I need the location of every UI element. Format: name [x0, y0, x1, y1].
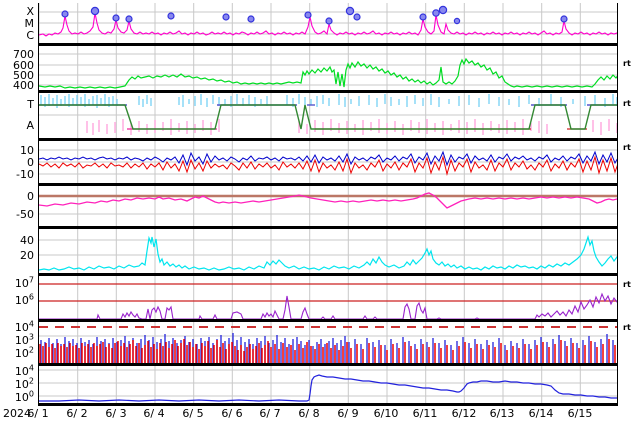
rt-mark-1: rt	[623, 59, 631, 68]
rt-mark-3: rt	[623, 143, 631, 152]
panel-electron-flux	[38, 276, 618, 319]
xlab-0601: 6/ 1	[27, 407, 49, 420]
panel-electron-plot	[39, 276, 617, 319]
xlab-0609: 6/ 9	[337, 407, 359, 420]
panel-flare-plot	[39, 3, 617, 43]
panel-particle-flux	[38, 322, 618, 363]
xlab-0607: 6/ 7	[259, 407, 281, 420]
separator-8	[38, 363, 618, 366]
xlab-0604: 6/ 4	[143, 407, 165, 420]
ytick-flare-X: X	[26, 5, 34, 18]
ytick-flare-M: M	[24, 17, 35, 30]
ytick-flare-C: C	[26, 29, 34, 42]
panel-proton-plot	[39, 366, 617, 403]
panel-flare-xray-class	[38, 3, 618, 43]
ytick-imf-0: 0	[27, 156, 34, 169]
ytick-flag-T: T	[27, 98, 34, 111]
ytick-proton-1e4: 104	[14, 363, 34, 378]
xlab-0603: 6/ 3	[105, 407, 127, 420]
ytick-proton-1e2: 102	[14, 376, 34, 391]
ytick-flag-A: A	[26, 119, 34, 132]
separator-7	[38, 319, 618, 322]
ytick-speed-500: 500	[13, 69, 34, 82]
panel-speed-plot	[39, 46, 617, 90]
separator-3	[38, 138, 618, 141]
separator-4	[38, 183, 618, 186]
panel-proton-flux	[38, 366, 618, 406]
panel-ae-plot	[39, 229, 617, 273]
xlab-0615: 6/15	[567, 407, 593, 420]
panel-flags-plot	[39, 93, 617, 138]
ytick-speed-600: 600	[13, 59, 34, 72]
x-axis-labels: 2024 6/ 1 6/ 2 6/ 3 6/ 4 6/ 5 6/ 6 6/ 7 …	[0, 408, 634, 424]
ytick-pflux-1e3: 103	[14, 332, 34, 347]
xlab-0611: 6/11	[412, 407, 438, 420]
panel-particle-plot	[39, 322, 617, 363]
xlab-0605: 6/ 5	[182, 407, 204, 420]
ytick-eflux-1e7: 107	[14, 275, 34, 290]
separator-2	[38, 90, 618, 93]
panel-dst-plot	[39, 186, 617, 226]
panel-ae-index	[38, 229, 618, 273]
xlab-year: 2024	[3, 407, 31, 420]
panel-data-quality-flags	[38, 93, 618, 138]
ytick-dst-neg50: -50	[16, 208, 34, 221]
ytick-pflux-1e4: 104	[14, 319, 34, 334]
xlab-0612: 6/12	[451, 407, 477, 420]
ytick-imf-neg10: -10	[16, 168, 34, 181]
rt-mark-2: rt	[623, 99, 631, 108]
rt-mark-4: rt	[623, 280, 631, 289]
ytick-eflux-1e6: 106	[14, 292, 34, 307]
separator-6	[38, 273, 618, 276]
ytick-speed-700: 700	[13, 48, 34, 61]
xlab-0606: 6/ 6	[221, 407, 243, 420]
xlab-0610: 6/10	[373, 407, 399, 420]
ytick-ae-20: 20	[20, 249, 34, 262]
ytick-dst-0: 0	[27, 190, 34, 203]
xlab-0602: 6/ 2	[66, 407, 88, 420]
panel-solar-wind-speed	[38, 46, 618, 90]
ytick-speed-400: 400	[13, 79, 34, 92]
ytick-ae-40: 40	[20, 234, 34, 247]
panel-dst-index	[38, 186, 618, 226]
rt-mark-5: rt	[623, 323, 631, 332]
panel-imf-components	[38, 141, 618, 183]
separator-5	[38, 226, 618, 229]
xlab-0608: 6/ 8	[298, 407, 320, 420]
panel-imf-plot	[39, 141, 617, 183]
ytick-pflux-1e2: 102	[14, 345, 34, 360]
xlab-0614: 6/14	[528, 407, 554, 420]
ytick-proton-1e0: 100	[14, 389, 34, 404]
separator-1	[38, 43, 618, 46]
xlab-0613: 6/13	[489, 407, 515, 420]
ytick-imf-10: 10	[20, 144, 34, 157]
